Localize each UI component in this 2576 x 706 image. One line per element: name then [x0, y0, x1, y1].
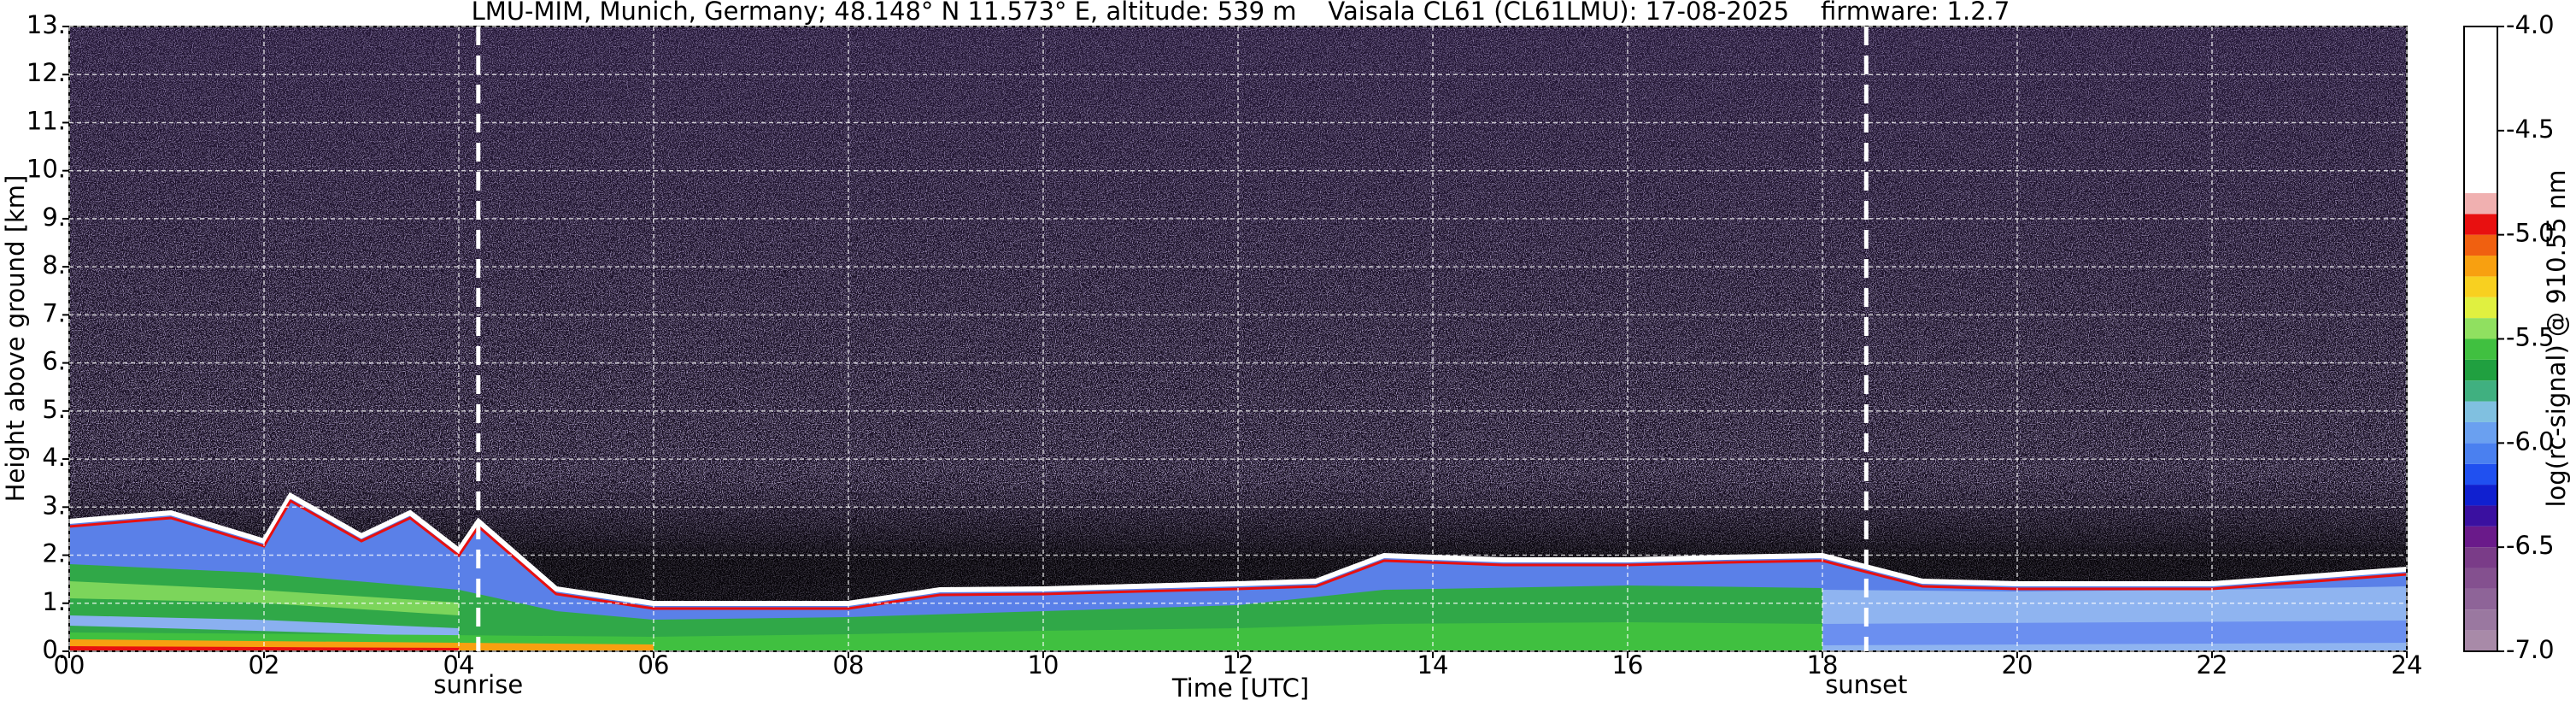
colorbar-segment	[2464, 338, 2497, 360]
x-tick-label: 14	[1417, 650, 1449, 680]
y-tick-label: 8.	[42, 250, 66, 279]
colorbar-segment	[2464, 192, 2497, 215]
colorbar-segment	[2464, 630, 2497, 651]
y-tick-label: 10.	[26, 155, 66, 184]
colorbar-segment	[2464, 359, 2497, 381]
x-tick-label: 08	[833, 650, 865, 680]
colorbar-segment	[2464, 568, 2497, 589]
x-tick-label: 06	[638, 650, 670, 680]
y-tick-label: 5.	[42, 395, 66, 424]
y-tick-label: 1.	[42, 587, 66, 616]
y-tick-label: 3.	[42, 491, 66, 520]
colorbar-tick-label: -4.0	[2506, 10, 2555, 39]
y-tick-label: 11.	[26, 106, 66, 135]
y-tick-label: 7.	[42, 298, 66, 327]
colorbar-segment	[2464, 297, 2497, 319]
colorbar-tick-label: -4.5	[2506, 115, 2555, 144]
colorbar-segment	[2464, 588, 2497, 610]
y-axis-label: Height above ground [km]	[1, 175, 30, 503]
colorbar-segment	[2464, 526, 2497, 548]
colorbar-segment	[2464, 318, 2497, 339]
annotation-label: sunset	[1825, 670, 1907, 699]
x-tick-label: 00	[54, 650, 85, 680]
x-tick-label: 24	[2391, 650, 2423, 680]
x-tick-label: 02	[249, 650, 280, 680]
colorbar-segment	[2464, 380, 2497, 402]
colorbar-segment	[2464, 401, 2497, 422]
y-tick-label: 6.	[42, 347, 66, 376]
colorbar-tick-label: -5.0	[2506, 219, 2555, 248]
colorbar-label: log(rc-signal) @ 910.55 nm	[2542, 169, 2571, 507]
colorbar-segment	[2464, 214, 2497, 235]
colorbar-segment	[2464, 463, 2497, 485]
y-tick-label: 13.	[26, 10, 66, 39]
annotation-label: sunrise	[433, 670, 523, 699]
x-tick-label: 12	[1223, 650, 1254, 680]
y-tick-label: 4.	[42, 443, 66, 472]
x-tick-label: 10	[1028, 650, 1059, 680]
colorbar-segment	[2464, 276, 2497, 297]
x-tick-label: 22	[2197, 650, 2228, 680]
chart-title: LMU-MIM, Munich, Germany; 48.148° N 11.5…	[472, 0, 2010, 26]
colorbar-segment	[2464, 485, 2497, 506]
colorbar-tick-label: -7.0	[2506, 635, 2555, 664]
colorbar-segment	[2464, 421, 2497, 444]
colorbar-segment	[2464, 256, 2497, 277]
y-tick-label: 12.	[26, 58, 66, 87]
colorbar-segment	[2464, 234, 2497, 256]
colorbar-segment	[2464, 547, 2497, 568]
colorbar-tick-label: -6.5	[2506, 531, 2555, 560]
x-axis-label: Time [UTC]	[1171, 674, 1309, 703]
colorbar-tick-label: -6.0	[2506, 427, 2555, 456]
colorbar-tick-label: -5.5	[2506, 323, 2555, 352]
colorbar-segment	[2464, 505, 2497, 527]
x-tick-label: 18	[1807, 650, 1839, 680]
y-tick-label: 2.	[42, 539, 66, 568]
y-tick-label: 9.	[42, 203, 66, 232]
colorbar-segment	[2464, 443, 2497, 464]
x-tick-label: 04	[443, 650, 475, 680]
colorbar-segment	[2464, 26, 2497, 193]
x-tick-label: 20	[2002, 650, 2033, 680]
x-tick-label: 16	[1612, 650, 1644, 680]
colorbar-segment	[2464, 609, 2497, 631]
y-tick-label: 0.	[42, 635, 66, 664]
